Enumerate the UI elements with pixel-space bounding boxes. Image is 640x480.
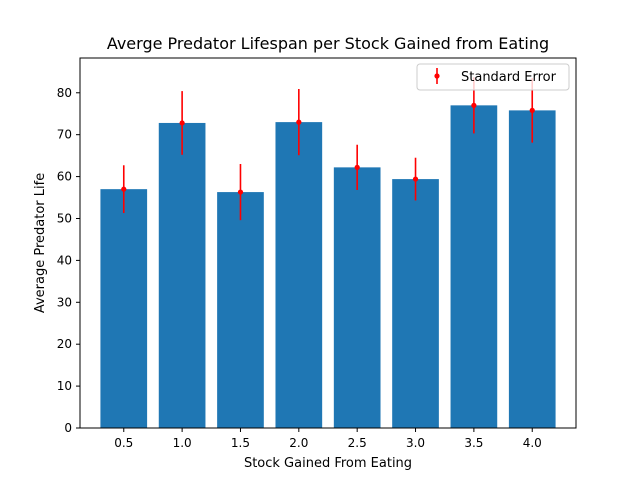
errorbars-group xyxy=(121,77,535,221)
bar xyxy=(392,179,439,428)
y-tick-label: 50 xyxy=(57,211,72,225)
x-tick-label: 2.0 xyxy=(289,436,308,450)
y-axis-label: Average Predator Life xyxy=(33,173,48,313)
x-tick-label: 3.0 xyxy=(406,436,425,450)
legend-box xyxy=(416,63,570,91)
x-tick-label: 4.0 xyxy=(523,436,542,450)
y-tick-label: 40 xyxy=(57,253,72,267)
y-tick-label: 0 xyxy=(64,421,72,435)
y-tick-label: 80 xyxy=(57,86,72,100)
bar xyxy=(217,192,264,428)
error-point xyxy=(237,189,244,195)
bar xyxy=(450,105,498,428)
y-tick-label: 30 xyxy=(57,295,72,309)
legend-label: Standard Error xyxy=(461,70,557,85)
error-point xyxy=(121,186,127,192)
bar xyxy=(508,110,556,428)
error-point xyxy=(354,164,360,170)
y-tick-label: 10 xyxy=(57,379,72,393)
y-tick-label: 60 xyxy=(57,170,72,184)
bar xyxy=(100,189,148,428)
chart-title: Averge Predator Lifespan per Stock Gaine… xyxy=(107,34,549,53)
x-axis: 0.5 1.0 1.5 2.0 2.5 3.0 3.5 4.0 xyxy=(114,428,542,450)
error-point xyxy=(529,107,535,113)
bar xyxy=(158,122,206,428)
y-tick-label: 20 xyxy=(57,337,72,351)
x-tick-label: 1.5 xyxy=(231,436,250,450)
x-axis-label: Stock Gained From Eating xyxy=(244,456,412,471)
error-point xyxy=(296,119,302,125)
x-tick-label: 1.0 xyxy=(173,436,192,450)
error-point xyxy=(471,102,477,108)
x-tick-label: 0.5 xyxy=(114,436,133,450)
error-point xyxy=(412,176,419,182)
error-point xyxy=(179,120,185,126)
y-axis: 0 10 20 30 40 50 60 70 80 xyxy=(57,86,80,435)
x-tick-label: 3.5 xyxy=(464,436,483,450)
legend: Standard Error xyxy=(416,63,570,91)
y-tick-label: 70 xyxy=(57,128,72,142)
bar xyxy=(275,122,323,428)
bar xyxy=(333,167,381,429)
x-tick-label: 2.5 xyxy=(348,436,367,450)
legend-point-marker xyxy=(434,73,440,79)
plot-frame xyxy=(79,57,577,429)
bars-group xyxy=(100,105,556,429)
